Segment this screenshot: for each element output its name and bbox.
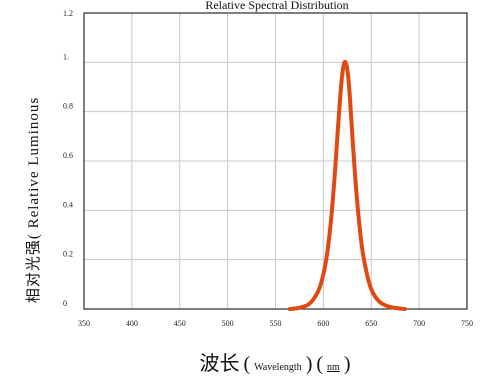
series-layer: [287, 59, 407, 311]
x-tick-label: 500: [222, 319, 234, 328]
x-tick-label: 550: [270, 319, 282, 328]
x-axis-unit-close-paren: ): [344, 353, 351, 375]
x-tick-label: 750: [461, 319, 473, 328]
x-tick-label: 450: [174, 319, 186, 328]
tick-labels: 350 400 450 500 550 600 650 700 750 0 0.2 0.4 0.6 0.8…: [63, 9, 473, 328]
y-tick-label: 1.: [63, 52, 69, 61]
x-tick-label: 600: [317, 319, 329, 328]
x-axis-label-open-paren: (: [244, 353, 251, 375]
x-axis-label-wavelength: Wavelength: [254, 362, 302, 373]
y-tick-label: 0.6: [63, 151, 73, 160]
x-axis-unit-open-paren: (: [316, 353, 323, 375]
y-tick-label: 0.8: [63, 102, 73, 111]
x-tick-label: 350: [78, 319, 90, 328]
spectrum-line: [287, 59, 407, 311]
x-axis-label-close-paren: ): [306, 353, 313, 375]
plot-frame: [83, 12, 468, 310]
y-tick-label: 1.2: [63, 9, 73, 18]
x-axis-label-cjk: 波长: [200, 352, 240, 375]
y-axis-label: 相对光强( Relative Luminous: [25, 97, 42, 303]
x-axis-label: 波长 ( Wavelength ) ( nm ): [200, 352, 351, 375]
x-tick-label: 700: [413, 319, 425, 328]
y-tick-label: 0: [63, 299, 67, 308]
chart-title: Relative Spectral Distribution: [205, 0, 348, 12]
grid-lines: [84, 13, 467, 309]
x-axis-unit: nm: [327, 362, 340, 373]
y-tick-label: 0.2: [63, 250, 73, 259]
x-tick-label: 400: [126, 319, 138, 328]
y-tick-label: 0.4: [63, 200, 73, 209]
x-tick-label: 650: [365, 319, 377, 328]
